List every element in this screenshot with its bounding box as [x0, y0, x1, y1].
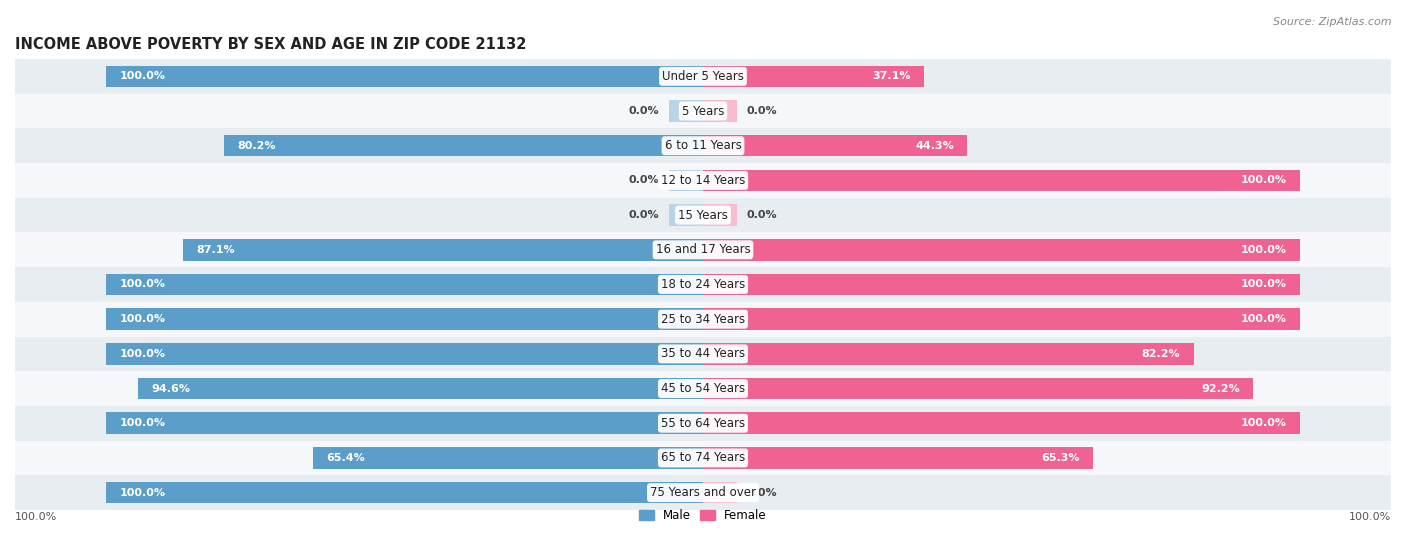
Bar — [183, 239, 703, 260]
Text: 65.3%: 65.3% — [1040, 453, 1080, 463]
Text: 25 to 34 Years: 25 to 34 Years — [661, 312, 745, 326]
Bar — [312, 447, 703, 468]
Text: 100.0%: 100.0% — [120, 314, 166, 324]
Bar — [105, 343, 703, 364]
Text: 65.4%: 65.4% — [326, 453, 364, 463]
Bar — [15, 371, 1391, 406]
Text: 100.0%: 100.0% — [1240, 176, 1286, 186]
Bar — [703, 343, 1194, 364]
Text: 5 Years: 5 Years — [682, 105, 724, 117]
Bar — [105, 482, 703, 504]
Text: 100.0%: 100.0% — [1348, 511, 1391, 522]
Bar — [703, 169, 1301, 191]
Bar — [703, 239, 1301, 260]
Text: 82.2%: 82.2% — [1142, 349, 1180, 359]
Text: 45 to 54 Years: 45 to 54 Years — [661, 382, 745, 395]
Text: Under 5 Years: Under 5 Years — [662, 70, 744, 83]
Text: 100.0%: 100.0% — [1240, 418, 1286, 428]
Bar — [15, 440, 1391, 475]
Text: 0.0%: 0.0% — [747, 487, 778, 498]
Text: 92.2%: 92.2% — [1201, 383, 1240, 394]
Bar — [105, 274, 703, 295]
Bar — [703, 135, 967, 157]
Bar — [703, 378, 1253, 399]
Bar — [15, 475, 1391, 510]
Bar — [15, 302, 1391, 337]
Bar — [669, 169, 703, 191]
Bar — [703, 65, 925, 87]
Bar — [703, 309, 1301, 330]
Bar — [15, 267, 1391, 302]
Text: 100.0%: 100.0% — [1240, 245, 1286, 255]
Text: 94.6%: 94.6% — [152, 383, 191, 394]
Text: 0.0%: 0.0% — [747, 106, 778, 116]
Text: 100.0%: 100.0% — [15, 511, 58, 522]
Text: INCOME ABOVE POVERTY BY SEX AND AGE IN ZIP CODE 21132: INCOME ABOVE POVERTY BY SEX AND AGE IN Z… — [15, 37, 526, 52]
Text: 100.0%: 100.0% — [1240, 314, 1286, 324]
Bar — [138, 378, 703, 399]
Bar — [15, 59, 1391, 94]
Text: 100.0%: 100.0% — [120, 418, 166, 428]
Bar — [703, 274, 1301, 295]
Text: 100.0%: 100.0% — [120, 487, 166, 498]
Text: 0.0%: 0.0% — [628, 106, 659, 116]
Text: 15 Years: 15 Years — [678, 209, 728, 221]
Text: 0.0%: 0.0% — [628, 176, 659, 186]
Bar — [703, 482, 737, 504]
Text: 100.0%: 100.0% — [1240, 280, 1286, 290]
Text: 18 to 24 Years: 18 to 24 Years — [661, 278, 745, 291]
Text: 6 to 11 Years: 6 to 11 Years — [665, 139, 741, 152]
Text: 80.2%: 80.2% — [238, 141, 276, 151]
Bar — [105, 413, 703, 434]
Text: 16 and 17 Years: 16 and 17 Years — [655, 243, 751, 256]
Bar — [15, 94, 1391, 129]
Bar — [15, 233, 1391, 267]
Bar — [669, 205, 703, 226]
Bar — [15, 129, 1391, 163]
Text: 0.0%: 0.0% — [628, 210, 659, 220]
Text: 12 to 14 Years: 12 to 14 Years — [661, 174, 745, 187]
Bar — [15, 337, 1391, 371]
Text: 37.1%: 37.1% — [873, 72, 911, 81]
Bar — [703, 413, 1301, 434]
Legend: Male, Female: Male, Female — [640, 509, 766, 522]
Text: 65 to 74 Years: 65 to 74 Years — [661, 452, 745, 465]
Text: 100.0%: 100.0% — [120, 349, 166, 359]
Text: 100.0%: 100.0% — [120, 72, 166, 81]
Bar — [703, 447, 1092, 468]
Bar — [15, 198, 1391, 233]
Text: Source: ZipAtlas.com: Source: ZipAtlas.com — [1274, 17, 1392, 27]
Bar — [15, 406, 1391, 440]
Text: 0.0%: 0.0% — [747, 210, 778, 220]
Bar — [15, 163, 1391, 198]
Bar — [105, 65, 703, 87]
Text: 55 to 64 Years: 55 to 64 Years — [661, 417, 745, 430]
Bar — [105, 309, 703, 330]
Bar — [703, 205, 737, 226]
Text: 44.3%: 44.3% — [915, 141, 953, 151]
Text: 75 Years and over: 75 Years and over — [650, 486, 756, 499]
Bar — [703, 100, 737, 122]
Bar — [224, 135, 703, 157]
Text: 87.1%: 87.1% — [197, 245, 235, 255]
Text: 35 to 44 Years: 35 to 44 Years — [661, 347, 745, 361]
Text: 100.0%: 100.0% — [120, 280, 166, 290]
Bar — [669, 100, 703, 122]
